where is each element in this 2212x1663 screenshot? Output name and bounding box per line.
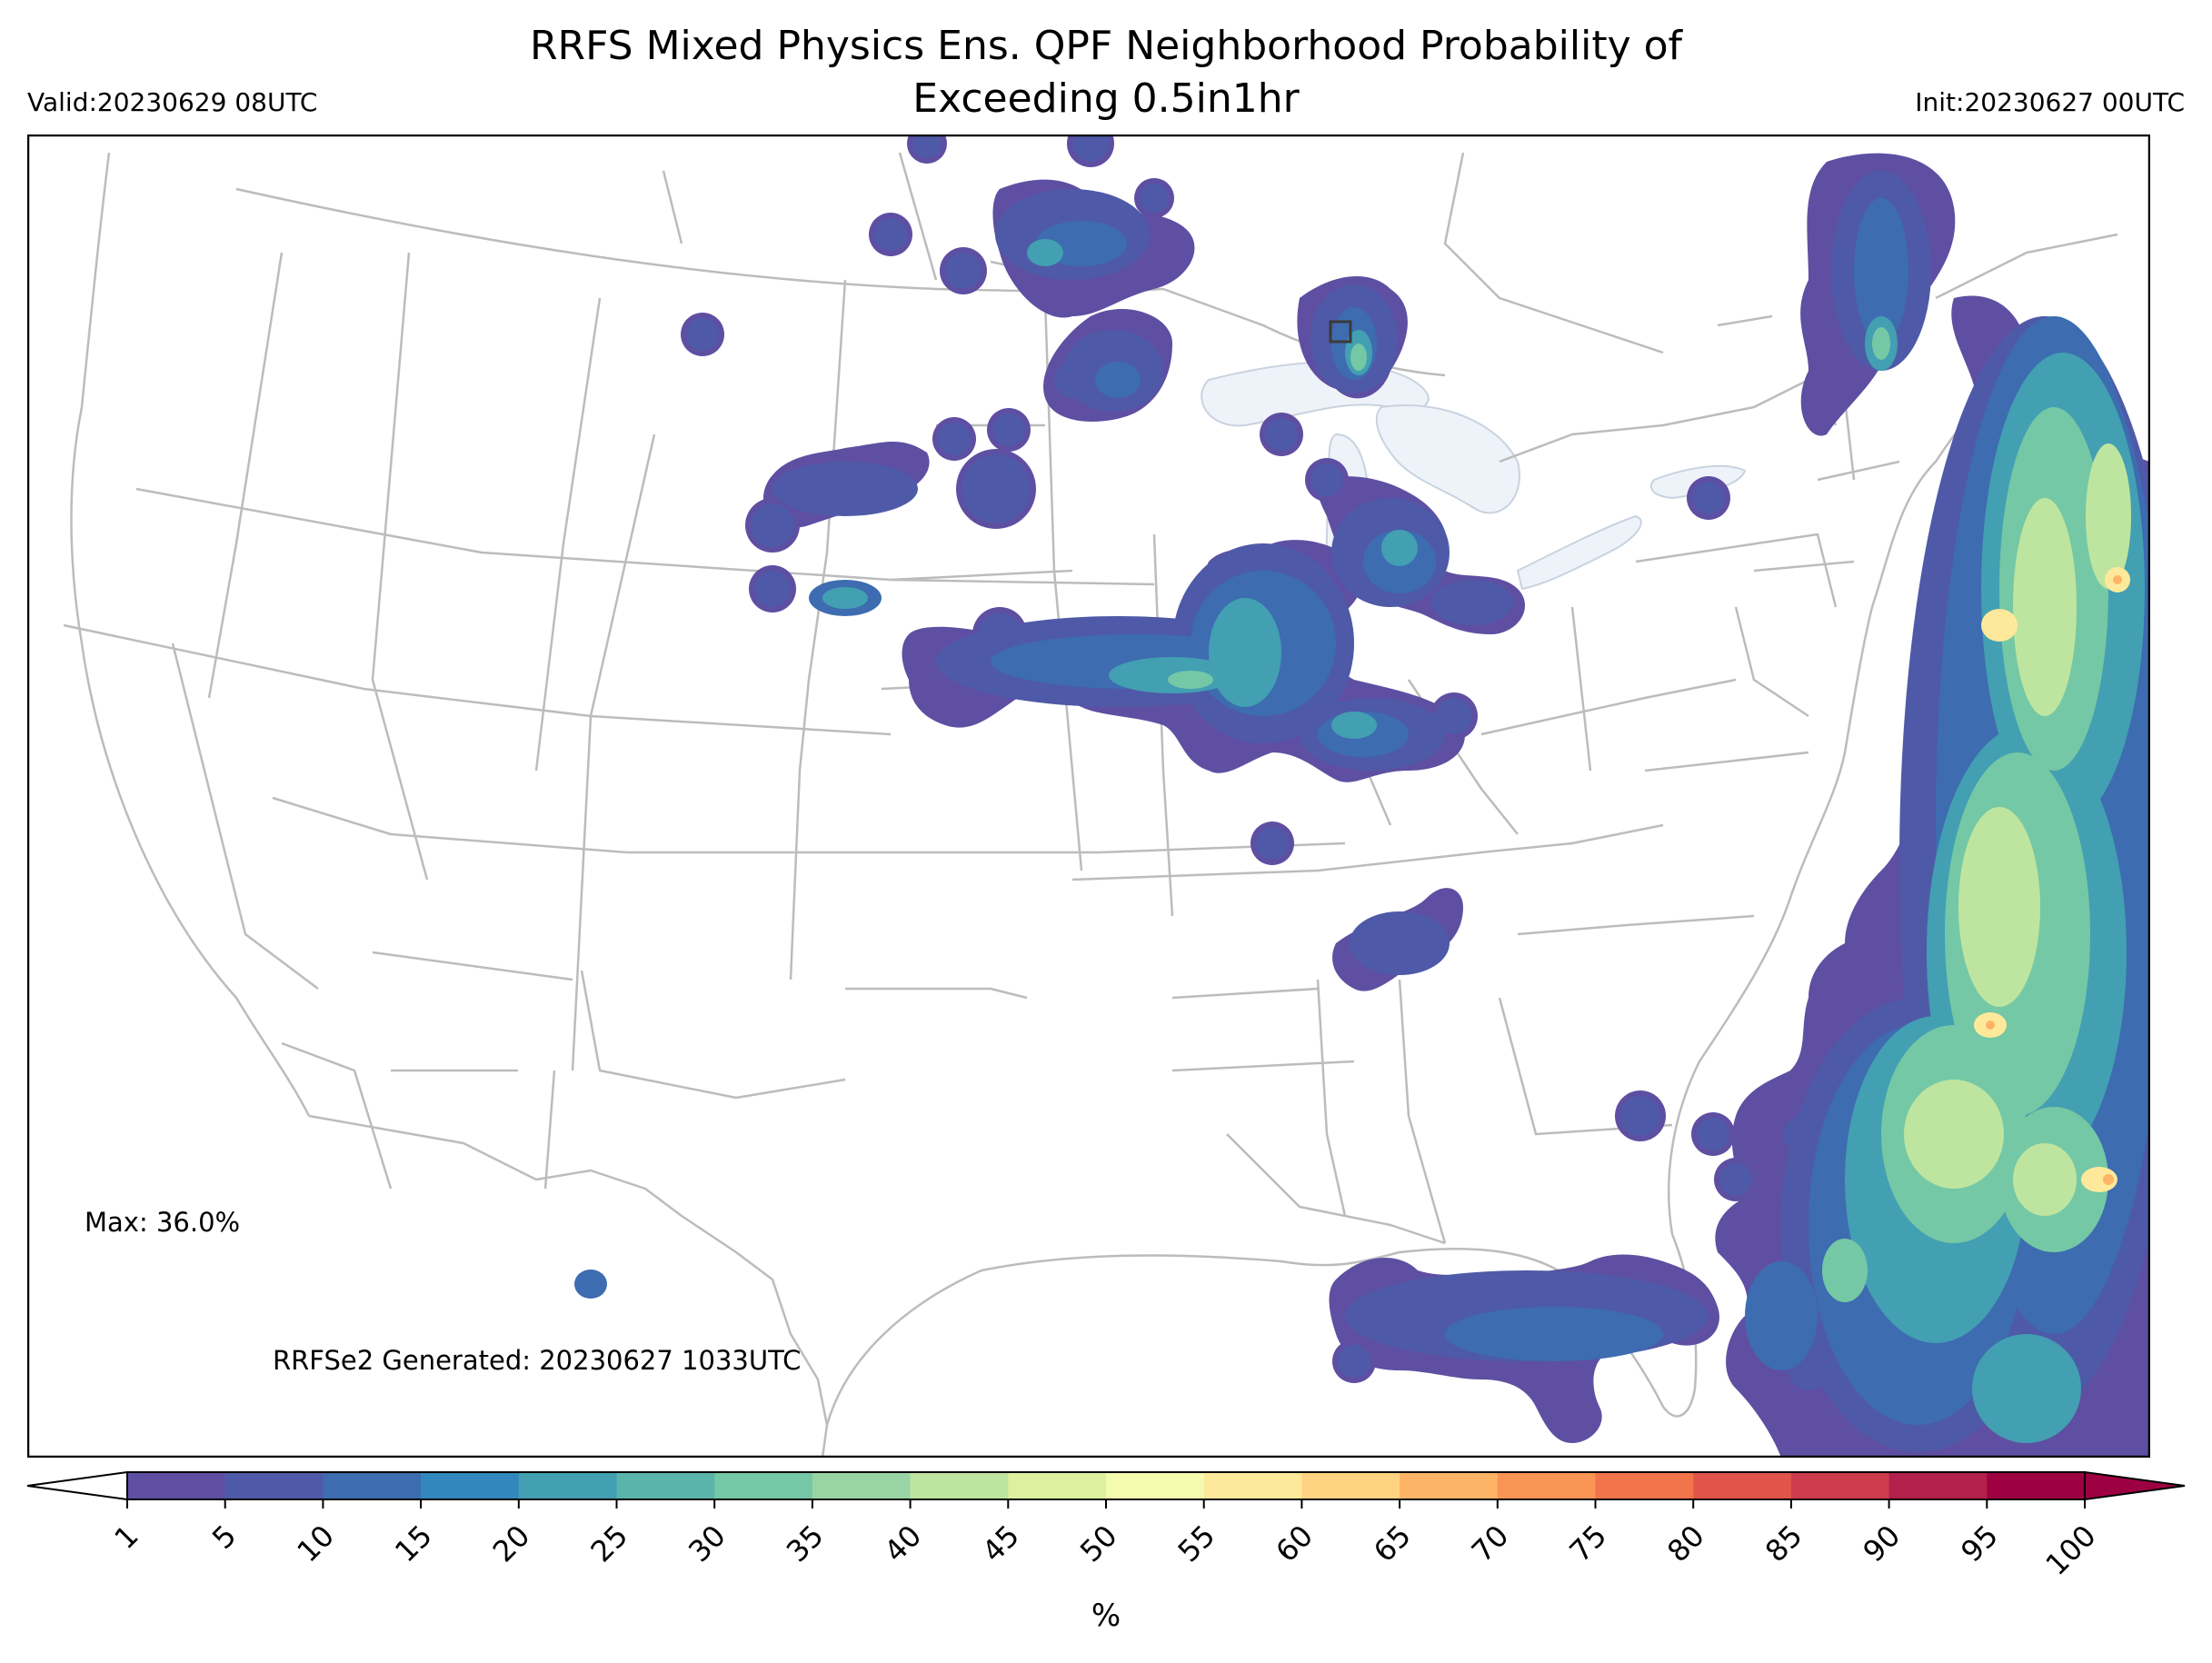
colorbar-swatch [812, 1472, 912, 1499]
colorbar-swatch [1497, 1472, 1596, 1499]
colorbar-tick-label: 70 [1465, 1519, 1516, 1569]
us-mexico-border [308, 1114, 829, 1458]
title-line-1: RRFS Mixed Physics Ens. QPF Neighborhood… [529, 23, 1683, 69]
colorbar-tick-label: 75 [1562, 1519, 1613, 1569]
colorbar-tick-label: 45 [975, 1519, 1026, 1569]
colorbar-tick-label: 90 [1857, 1519, 1908, 1569]
prob-contour-50pct [1974, 567, 2130, 1192]
colorbar-tick-label: 1 [107, 1519, 144, 1556]
colorbar-tick-label: 20 [486, 1519, 537, 1569]
colorbar-tick-label: 65 [1367, 1519, 1418, 1569]
colorbar-under-arrow [26, 1470, 128, 1501]
generated-label: RRFSe2 Generated: 20230627 1033UTC [273, 1345, 802, 1376]
colorbar-tick-label: 100 [2039, 1519, 2103, 1582]
colorbar-swatch [910, 1472, 1009, 1499]
colorbar-tick-label: 85 [1759, 1519, 1809, 1569]
colorbar-tick-label: 50 [1073, 1519, 1124, 1569]
state-lines-west [63, 252, 1346, 1190]
colorbar-swatches [127, 1472, 2086, 1499]
colorbar-ticks: 1 5 10 15 20 25 30 35 40 45 50 55 60 65 70 75 80 85 90 95 10… [107, 1499, 2103, 1582]
gulf-coast [825, 1233, 1698, 1426]
colorbar: 1 5 10 15 20 25 30 35 40 45 50 55 60 65 70 75 80 85 90 95 10… [26, 1470, 2186, 1582]
colorbar-tick-label: 40 [878, 1519, 929, 1569]
colorbar-swatch [518, 1472, 617, 1499]
east-coast [1668, 379, 2009, 1235]
colorbar-swatch [1790, 1472, 1890, 1499]
colorbar-tick-label: 55 [1171, 1519, 1222, 1569]
colorbar-tick-label: 95 [1954, 1519, 2005, 1569]
colorbar-tick-label: 35 [780, 1519, 831, 1569]
colorbar-over-arrow [2084, 1470, 2186, 1501]
colorbar-swatch [1203, 1472, 1302, 1499]
colorbar-tick-label: 30 [682, 1519, 732, 1569]
colorbar-swatch [127, 1472, 226, 1499]
colorbar-swatch [1400, 1472, 1499, 1499]
colorbar-swatch [421, 1472, 520, 1499]
colorbar-swatch [1987, 1472, 2086, 1499]
title-line-2: Exceeding 0.5in1hr [912, 75, 1300, 122]
colorbar-swatch [714, 1472, 813, 1499]
colorbar-tick-label: 10 [290, 1519, 341, 1569]
colorbar-swatch [224, 1472, 324, 1499]
location-box-marker [1329, 320, 1352, 344]
init-time: Init:20230627 00UTC [1915, 87, 2185, 117]
prob-contour-40pct [1904, 443, 2131, 1216]
colorbar-swatch [1888, 1472, 1988, 1499]
lake-erie [1516, 514, 1642, 591]
lake-huron [1375, 404, 1520, 514]
west-coast [70, 152, 311, 1117]
colorbar-unit-label: % [1091, 1598, 1121, 1634]
colorbar-swatch [1595, 1472, 1694, 1499]
valid-time: Valid:20230629 08UTC [27, 87, 318, 117]
prob-contour-60pct [1986, 575, 2122, 1185]
colorbar-swatch [1008, 1472, 1107, 1499]
colorbar-swatch [323, 1472, 422, 1499]
chart-title: RRFS Mixed Physics Ens. QPF Neighborhood… [0, 20, 2212, 125]
colorbar-tick-label: 60 [1269, 1519, 1320, 1569]
max-value-label: Max: 36.0% [85, 1207, 241, 1238]
colorbar-tick-label: 5 [205, 1519, 243, 1556]
colorbar-swatch [1301, 1472, 1400, 1499]
probability-map [27, 134, 2150, 1458]
map-frame [27, 134, 2150, 1458]
colorbar-swatch [1693, 1472, 1792, 1499]
colorbar-swatch [1106, 1472, 1205, 1499]
colorbar-tick-label: 25 [583, 1519, 634, 1569]
colorbar-tick-label: 80 [1660, 1519, 1711, 1569]
colorbar-tick-label: 15 [388, 1519, 439, 1569]
colorbar-swatch [616, 1472, 715, 1499]
